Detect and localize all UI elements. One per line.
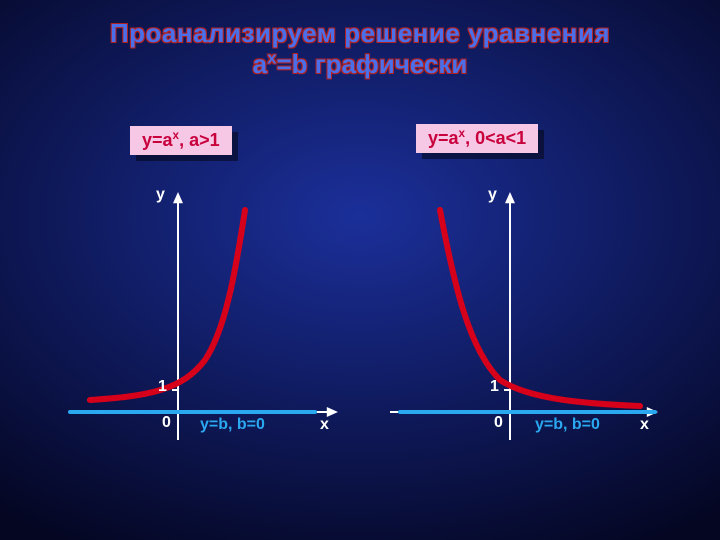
title-line2-sup: x	[267, 48, 276, 67]
title-line2-post: =b графически	[277, 49, 468, 79]
tick-1-label-right: 1	[490, 378, 499, 396]
origin-label-left: 0	[162, 414, 171, 432]
chart-left: y x 0 1 y=b, b=0	[60, 190, 340, 450]
title-line2-pre: a	[253, 49, 267, 79]
label-right-pre: y=a	[428, 128, 459, 148]
label-right-post: , 0<a<1	[465, 128, 526, 148]
label-left-pre: y=a	[142, 130, 173, 150]
curve-label-right: y=ax, 0<a<1	[416, 124, 538, 153]
bline-label-right: y=b, b=0	[535, 416, 600, 434]
title-line2: ax=b графически	[0, 49, 720, 80]
bline-label-left: y=b, b=0	[200, 416, 265, 434]
y-axis-label-left: y	[156, 186, 165, 204]
slide: Проанализируем решение уравнения ax=b гр…	[0, 0, 720, 540]
curve-label-left: y=ax, a>1	[130, 126, 232, 155]
origin-label-right: 0	[494, 414, 503, 432]
chart-left-svg	[60, 190, 340, 450]
title-line1: Проанализируем решение уравнения	[0, 18, 720, 49]
label-left-post: , a>1	[179, 130, 220, 150]
chart-right-svg	[380, 190, 660, 450]
slide-title: Проанализируем решение уравнения ax=b гр…	[0, 18, 720, 80]
x-axis-label-right: x	[640, 416, 649, 434]
tick-1-label-left: 1	[158, 378, 167, 396]
y-axis-label-right: y	[488, 186, 497, 204]
x-axis-label-left: x	[320, 416, 329, 434]
chart-right: y x 0 1 y=b, b=0	[380, 190, 660, 450]
